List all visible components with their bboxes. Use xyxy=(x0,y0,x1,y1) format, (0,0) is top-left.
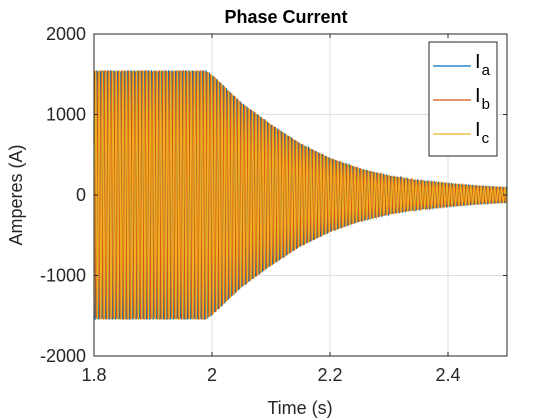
chart-title: Phase Current xyxy=(224,7,347,27)
series-layer xyxy=(93,69,508,320)
series-line-c xyxy=(93,70,508,320)
y-tick-label: 2000 xyxy=(46,24,86,44)
legend-entry-b: Ib xyxy=(475,85,490,113)
y-tick-label: 1000 xyxy=(46,105,86,125)
legend-entry-c: Ic xyxy=(475,119,490,147)
y-axis-label: Amperes (A) xyxy=(6,144,26,245)
y-tick-label: -2000 xyxy=(40,346,86,366)
legend-box xyxy=(428,41,498,157)
y-tick-label: -1000 xyxy=(40,266,86,286)
x-tick-label: 2 xyxy=(207,365,217,385)
legend-entry-a: Ia xyxy=(475,51,491,79)
x-tick-label: 1.8 xyxy=(81,365,106,385)
x-tick-label: 2.4 xyxy=(435,365,460,385)
legend: Ia Ib Ic xyxy=(428,41,498,157)
x-axis-ticks: 1.8 2 2.2 2.4 xyxy=(81,34,461,385)
y-tick-label: 0 xyxy=(76,185,86,205)
x-tick-label: 2.2 xyxy=(317,365,342,385)
x-axis-label: Time (s) xyxy=(267,398,332,418)
y-axis-ticks: -2000 -1000 0 1000 2000 xyxy=(40,24,507,366)
